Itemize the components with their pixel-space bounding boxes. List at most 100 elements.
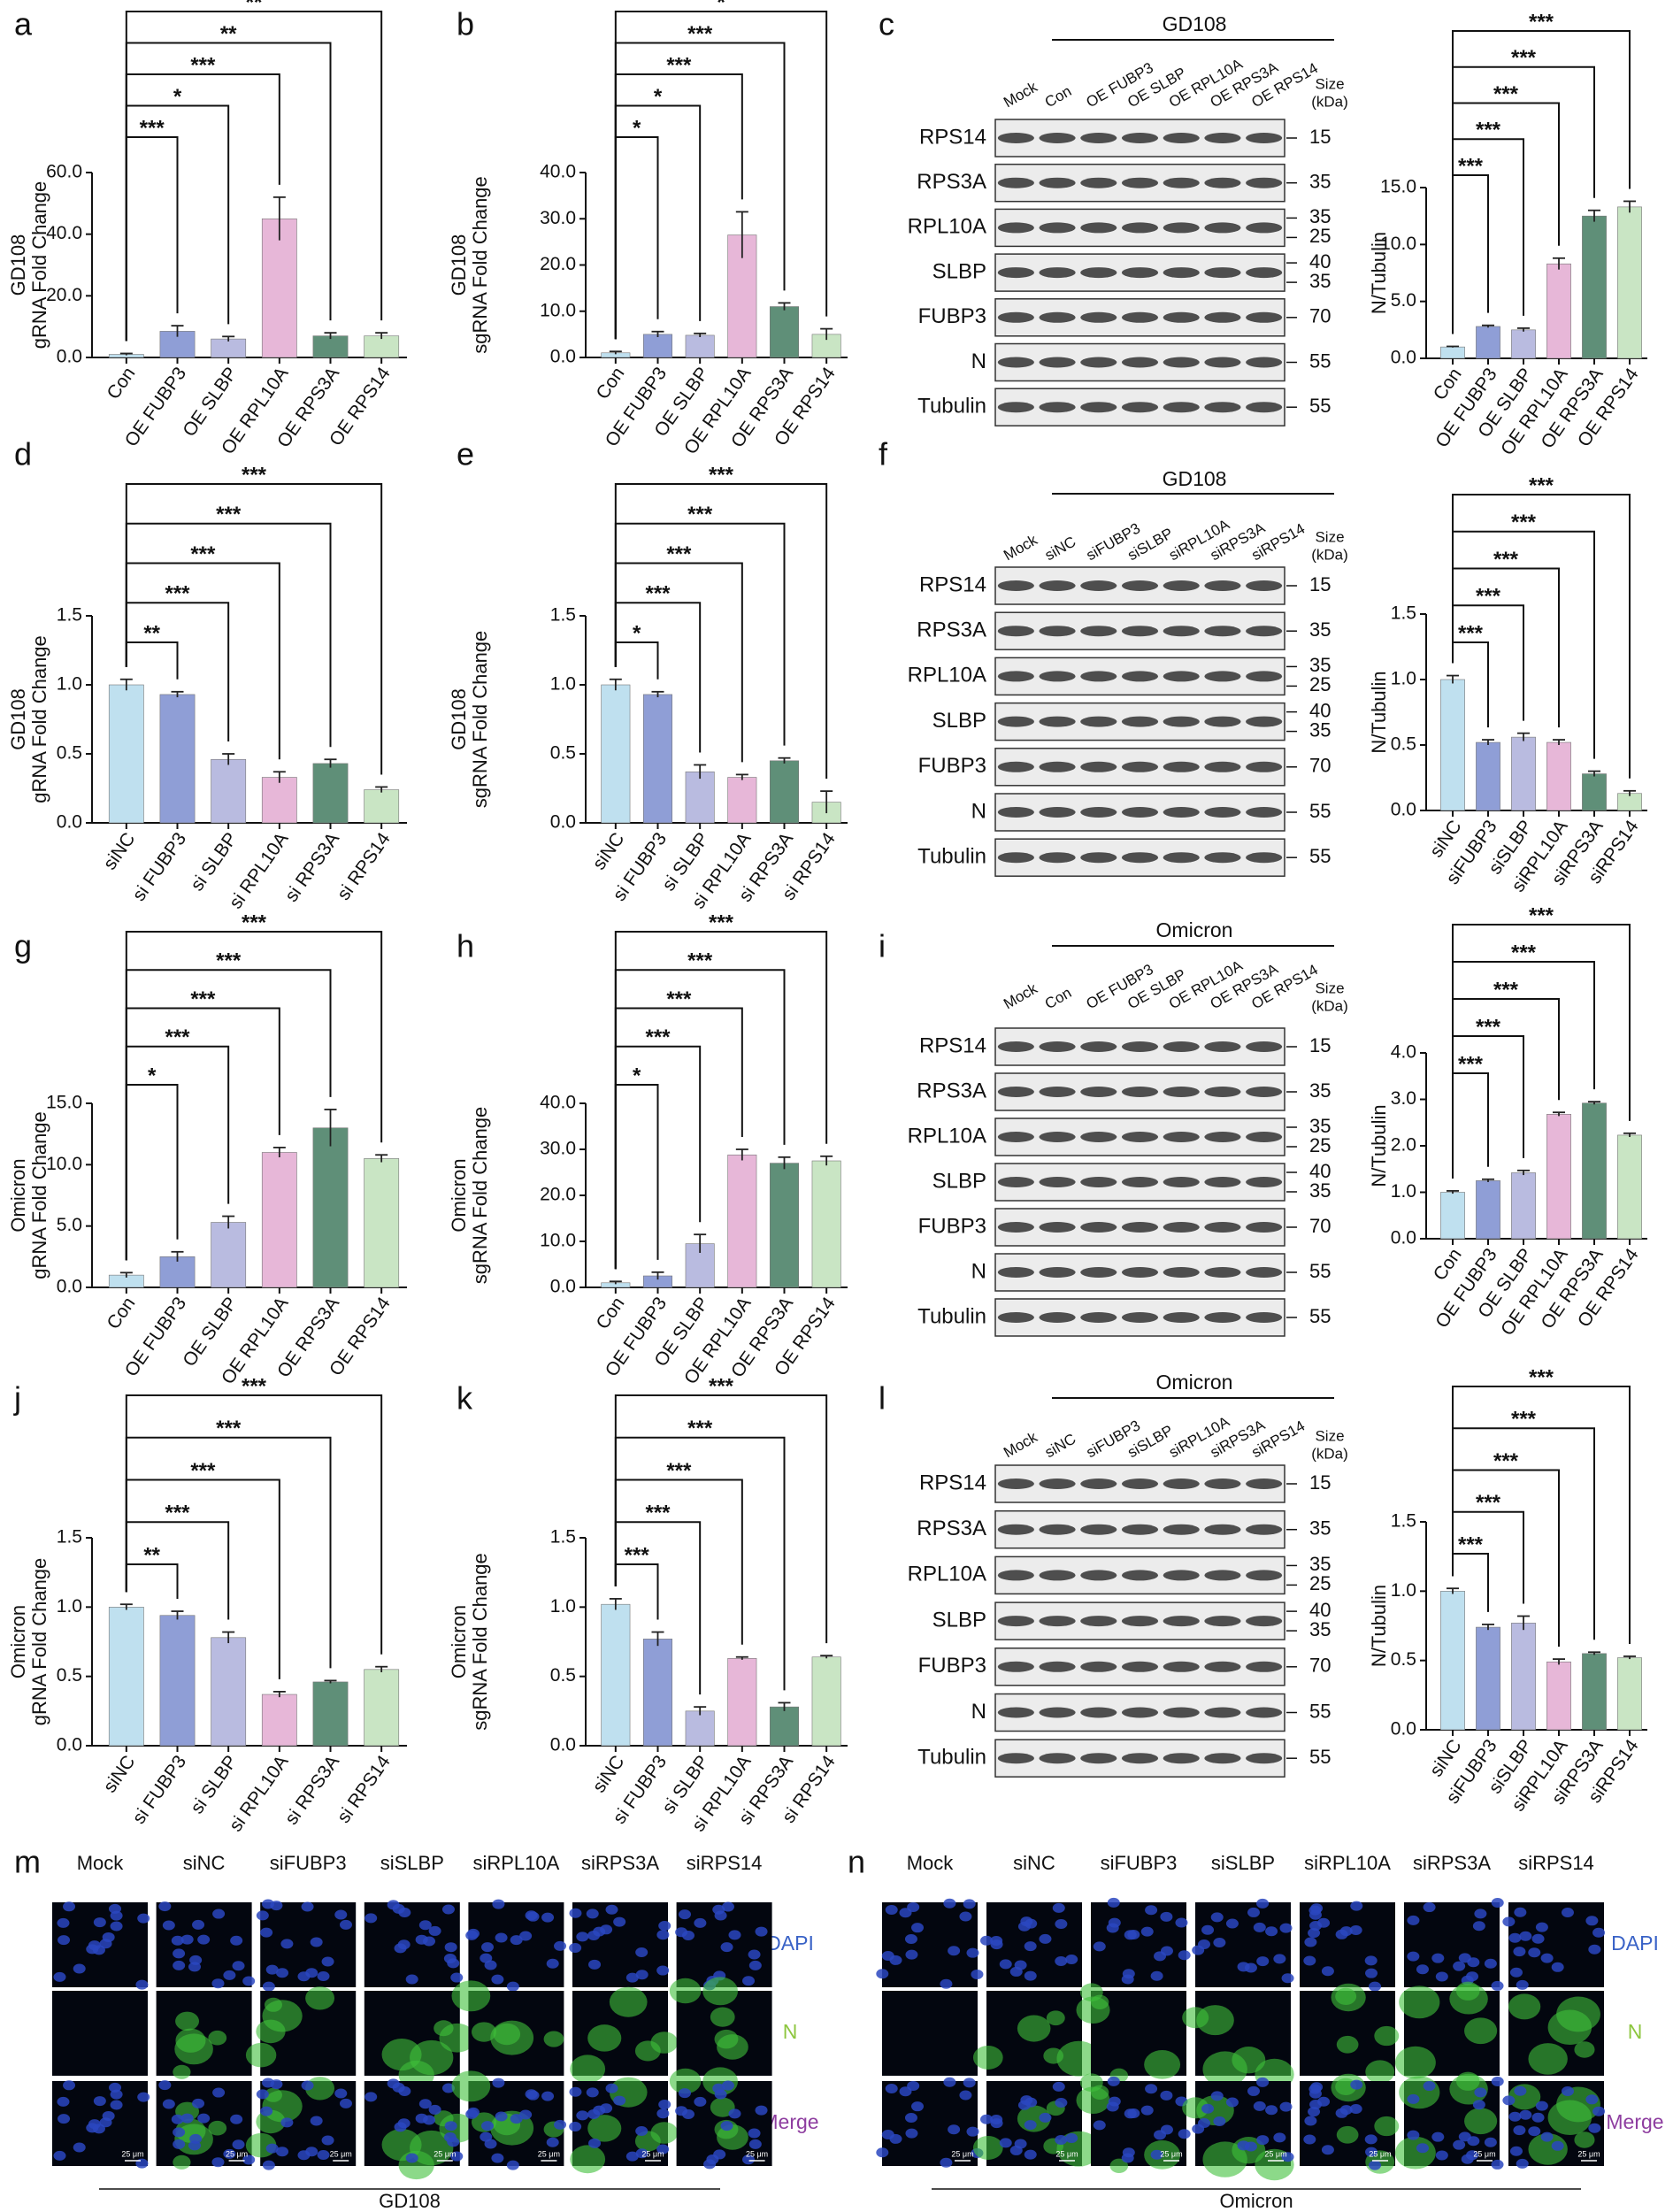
nucleus bbox=[586, 2087, 599, 2098]
micrograph-tile bbox=[1508, 1991, 1604, 2076]
significance-bracket bbox=[125, 483, 383, 775]
nucleus bbox=[1256, 1898, 1270, 1909]
blot-band bbox=[1246, 357, 1283, 368]
nucleus bbox=[1244, 1962, 1257, 1973]
significance-label: *** bbox=[190, 1459, 216, 1483]
blot-band bbox=[1080, 267, 1117, 279]
bar bbox=[312, 335, 349, 358]
nucleus bbox=[885, 1904, 898, 1915]
y-axis-label: GD108 bbox=[448, 234, 470, 296]
blot-band bbox=[1121, 267, 1159, 279]
nucleus bbox=[443, 2132, 457, 2143]
nucleus bbox=[1017, 2100, 1031, 2110]
blot-band bbox=[1163, 1132, 1200, 1142]
nucleus bbox=[1474, 2087, 1487, 2098]
nucleus bbox=[966, 2126, 979, 2137]
n-signal bbox=[256, 2109, 286, 2134]
n-signal bbox=[1574, 2131, 1595, 2148]
nucleus bbox=[491, 2153, 504, 2163]
blot-band bbox=[1204, 716, 1241, 727]
blot-band bbox=[1204, 1753, 1241, 1764]
significance-bracket bbox=[1452, 1072, 1489, 1179]
nucleus bbox=[317, 2149, 330, 2160]
nucleus bbox=[728, 2108, 741, 2119]
size-label: 25 bbox=[1309, 1134, 1331, 1156]
nucleus bbox=[569, 1943, 582, 1954]
significance-label: * bbox=[633, 1064, 641, 1087]
significance-bracket bbox=[614, 931, 828, 1270]
nucleus bbox=[262, 2160, 275, 2170]
micrograph-tile bbox=[1091, 1897, 1191, 1987]
blot-band bbox=[1246, 1570, 1283, 1581]
blot-band bbox=[1039, 1479, 1076, 1489]
blot-band bbox=[997, 1661, 1034, 1672]
blot-band bbox=[1163, 1707, 1200, 1718]
micrograph-tile: 25 μm bbox=[364, 2078, 476, 2180]
nucleus bbox=[387, 2078, 400, 2089]
nucleus bbox=[1127, 1929, 1140, 1939]
nucleus bbox=[1213, 2116, 1226, 2127]
significance-label: *** bbox=[1458, 621, 1484, 645]
nucleus bbox=[1407, 2130, 1420, 2140]
size-label: 40 bbox=[1309, 1599, 1331, 1621]
size-label: 25 bbox=[1309, 673, 1331, 695]
size-label: 15 bbox=[1309, 573, 1331, 595]
significance-label: * bbox=[654, 85, 663, 109]
blot-band bbox=[1163, 1479, 1200, 1489]
micrograph-tile bbox=[451, 1980, 564, 2076]
nucleus bbox=[1509, 2146, 1523, 2156]
nucleus bbox=[1435, 1971, 1448, 1982]
bar bbox=[159, 1615, 196, 1747]
significance-label: *** bbox=[190, 53, 216, 77]
bar bbox=[1440, 1192, 1465, 1240]
nucleus bbox=[1350, 1901, 1363, 1911]
micrograph-tile: 25 μm bbox=[156, 2080, 256, 2170]
blot-row-label: N bbox=[971, 799, 986, 823]
y-tick-label: 3.0 bbox=[1391, 1088, 1416, 1109]
significance-bracket bbox=[1452, 30, 1631, 334]
nucleus bbox=[1309, 1920, 1323, 1931]
nucleus bbox=[180, 2113, 194, 2124]
blot-band bbox=[1246, 1267, 1283, 1278]
bar bbox=[727, 1154, 757, 1288]
nucleus bbox=[1484, 1958, 1497, 1969]
nucleus bbox=[1453, 2139, 1466, 2150]
bar bbox=[364, 1669, 400, 1747]
n-signal bbox=[972, 2135, 1003, 2160]
nucleus bbox=[189, 2133, 203, 2144]
blot-band bbox=[997, 1753, 1034, 1764]
y-tick-label: 1.0 bbox=[1391, 1181, 1416, 1202]
nucleus bbox=[889, 1955, 902, 1965]
blot-band bbox=[1039, 1753, 1076, 1764]
micrograph-tile: 25 μm bbox=[972, 2081, 1101, 2167]
nucleus bbox=[635, 2148, 648, 2159]
bar bbox=[1511, 1623, 1536, 1731]
nucleus bbox=[600, 2103, 613, 2114]
micrograph-tile: 25 μm bbox=[569, 2077, 679, 2174]
blot-band bbox=[1163, 1616, 1200, 1627]
y-tick-label: 10.0 bbox=[1380, 234, 1416, 254]
panel-label: k bbox=[457, 1380, 473, 1417]
y-tick-label: 1.5 bbox=[550, 605, 576, 626]
n-signal bbox=[175, 2028, 206, 2053]
y-tick-label: 40.0 bbox=[540, 162, 576, 182]
tile-background bbox=[364, 1902, 460, 1987]
n-signal bbox=[1076, 2086, 1110, 2115]
nucleus bbox=[317, 1970, 330, 1981]
nucleus bbox=[484, 1960, 497, 1970]
nucleus bbox=[73, 2142, 86, 2153]
n-signal bbox=[439, 2023, 476, 2053]
blot-band bbox=[1080, 1312, 1117, 1323]
n-signal bbox=[451, 2070, 491, 2102]
nucleus bbox=[1364, 1955, 1378, 1966]
y-tick-label: 10.0 bbox=[46, 1154, 82, 1174]
bar bbox=[1476, 1626, 1500, 1731]
y-tick-label: 0.0 bbox=[550, 347, 576, 367]
n-signal bbox=[669, 1978, 702, 2004]
nucleus bbox=[1407, 1951, 1420, 1962]
nucleus bbox=[1365, 2147, 1378, 2157]
nucleus bbox=[418, 2099, 432, 2109]
blot-band bbox=[1163, 402, 1200, 413]
micrograph-tile bbox=[364, 1900, 464, 1987]
size-header: Size bbox=[1315, 979, 1344, 996]
